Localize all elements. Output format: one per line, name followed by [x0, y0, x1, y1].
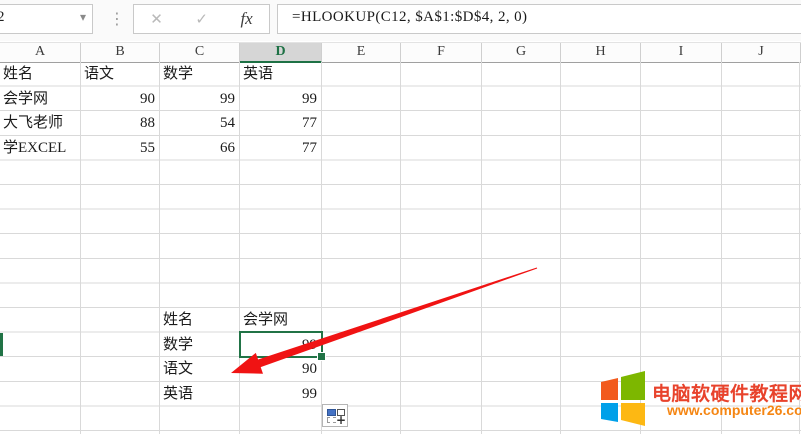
name-box-dropdown-icon[interactable]: ▾ — [79, 10, 86, 24]
formula-bar-row: 2 ▾ ⋮ ✕ ✓ fx =HLOOKUP(C12, $A$1:$D$4, 2,… — [0, 0, 801, 41]
cell-A1[interactable]: 姓名 — [3, 66, 34, 82]
column-header-b[interactable]: B — [81, 43, 160, 63]
fill-handle[interactable] — [317, 352, 326, 361]
cell-B3[interactable]: 88 — [140, 115, 155, 131]
toolbar-separator-icon: ⋮ — [109, 9, 125, 28]
column-header-g[interactable]: G — [482, 43, 561, 63]
cell-B2[interactable]: 90 — [140, 91, 155, 107]
cancel-icon[interactable]: ✕ — [150, 10, 163, 28]
quick-analysis-blue-rect-icon — [327, 409, 336, 416]
quick-analysis-button[interactable]: + — [322, 404, 348, 427]
cell-D4[interactable]: 77 — [302, 140, 317, 156]
cell-D2[interactable]: 99 — [302, 91, 317, 107]
column-header-a[interactable]: A — [0, 43, 81, 63]
formula-text: =HLOOKUP(C12, $A$1:$D$4, 2, 0) — [292, 9, 528, 25]
cell-C12[interactable]: 数学 — [163, 337, 194, 353]
cell-A2[interactable]: 会学网 — [3, 91, 49, 107]
selection-box — [239, 331, 326, 361]
cell-C11[interactable]: 姓名 — [163, 312, 194, 328]
cell-C13[interactable]: 语文 — [163, 361, 194, 377]
quick-analysis-white-rect-icon — [337, 409, 345, 416]
watermark-logo-icon — [601, 371, 645, 426]
cell-D1[interactable]: 英语 — [243, 66, 274, 82]
name-box-value: 2 — [0, 9, 5, 25]
watermark-title: 电脑软硬件教程网 — [652, 384, 801, 405]
cell-A3[interactable]: 大飞老师 — [3, 115, 64, 131]
column-header-c[interactable]: C — [160, 43, 240, 63]
quick-analysis-dashed-rect-icon — [327, 417, 336, 423]
formula-button-group: ✕ ✓ fx — [133, 4, 270, 34]
column-header-j[interactable]: J — [722, 43, 801, 63]
column-header-f[interactable]: F — [401, 43, 482, 63]
column-header-e[interactable]: E — [322, 43, 401, 63]
insert-function-icon[interactable]: fx — [240, 9, 253, 28]
cell-D14[interactable]: 99 — [302, 386, 317, 402]
quick-analysis-plus-icon: + — [336, 413, 347, 427]
cell-C3[interactable]: 54 — [220, 115, 235, 131]
column-header-row: A B C D E F G H I J — [0, 42, 801, 63]
cell-B4[interactable]: 55 — [140, 140, 155, 156]
cell-C1[interactable]: 数学 — [163, 66, 194, 82]
cell-C4[interactable]: 66 — [220, 140, 235, 156]
row12-header-sliver — [0, 333, 3, 356]
cell-C2[interactable]: 99 — [220, 91, 235, 107]
cell-D13[interactable]: 90 — [302, 361, 317, 377]
column-header-d-selected[interactable]: D — [240, 43, 322, 63]
name-box[interactable]: 2 ▾ — [0, 4, 93, 34]
cell-C14[interactable]: 英语 — [163, 386, 194, 402]
cell-B1[interactable]: 语文 — [84, 66, 115, 82]
cell-D11[interactable]: 会学网 — [243, 312, 289, 328]
cell-D3[interactable]: 77 — [302, 115, 317, 131]
formula-input[interactable]: =HLOOKUP(C12, $A$1:$D$4, 2, 0) — [277, 4, 801, 34]
column-header-h[interactable]: H — [561, 43, 641, 63]
watermark: 电脑软硬件教程网 www.computer26.com — [596, 368, 801, 426]
watermark-url: www.computer26.com — [667, 402, 801, 418]
cell-A4[interactable]: 学EXCEL — [3, 140, 67, 156]
enter-icon[interactable]: ✓ — [195, 10, 208, 28]
column-header-i[interactable]: I — [641, 43, 722, 63]
